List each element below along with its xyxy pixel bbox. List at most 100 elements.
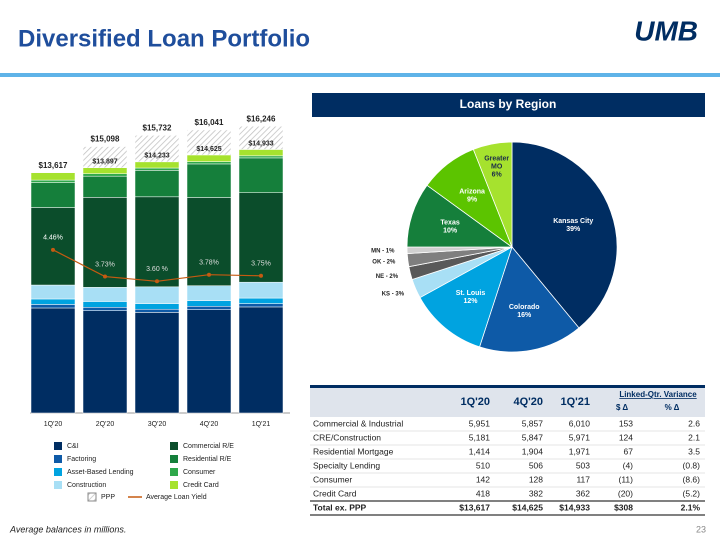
ex-ppp-label: $14,933 <box>248 140 273 147</box>
bar-segment <box>186 161 232 165</box>
pie-label: 10% <box>443 228 458 235</box>
table-cell: 506 <box>529 460 543 470</box>
table-cell: 2.1 <box>688 432 700 442</box>
bar-segment <box>238 126 284 150</box>
x-tick-label: 3Q'20 <box>148 421 167 428</box>
table-cell: Commercial & Industrial <box>313 418 403 428</box>
table-cell: 382 <box>529 488 543 498</box>
bar-segment <box>186 285 232 301</box>
pie-label: 39% <box>566 226 581 233</box>
pie-label: MN - 1% <box>371 248 395 254</box>
total-label: $16,041 <box>195 118 224 127</box>
footnote: Average balances in millions. <box>9 524 126 534</box>
bar-segment <box>134 312 180 414</box>
table-cell: 1,414 <box>469 446 491 456</box>
bar-segment <box>186 306 232 310</box>
line-label: 4.46% <box>43 235 63 242</box>
pie-title: Loans by Region <box>460 97 557 111</box>
line-point <box>259 273 263 278</box>
column-header: 1Q'20 <box>460 396 490 408</box>
bar-segment <box>238 297 284 304</box>
bar-segment <box>186 309 232 414</box>
table-cell: 3.5 <box>688 446 700 456</box>
table-cell: Credit Card <box>313 488 357 498</box>
group-header: Linked-Qtr. Variance <box>619 390 697 399</box>
pie-slice <box>511 141 618 329</box>
bar-segment <box>82 146 128 169</box>
pie-label: Kansas City <box>553 218 593 225</box>
bar-segment <box>238 192 284 283</box>
x-tick-label: 1Q'21 <box>252 421 271 428</box>
line-label: 3.75% <box>251 261 271 268</box>
bar-segment <box>186 197 232 286</box>
bar-segment <box>82 307 128 311</box>
pie-label: KS - 3% <box>382 291 405 297</box>
page-number: 23 <box>696 524 706 534</box>
pie-slice <box>419 246 513 348</box>
sub-header: % Δ <box>665 403 680 412</box>
legend-swatch <box>170 442 178 450</box>
legend-swatch <box>87 492 97 502</box>
line-point <box>155 279 159 284</box>
bar-segment <box>186 154 232 162</box>
bar-segment <box>238 281 284 299</box>
legend-label: Average Loan Yield <box>146 494 207 501</box>
bar-segment <box>186 163 232 198</box>
legend-swatch <box>54 442 62 450</box>
table-cell: 362 <box>576 488 590 498</box>
pie-label: Greater <box>484 155 509 162</box>
bar-segment <box>134 170 180 198</box>
pie-label: OK - 2% <box>372 259 396 265</box>
bar-segment <box>134 308 180 313</box>
ex-ppp-label: $13,897 <box>92 159 117 166</box>
table-header <box>310 385 705 417</box>
legend-swatch <box>54 468 62 476</box>
bar-segment <box>186 300 232 307</box>
bar-segment <box>30 284 76 300</box>
bar-segment <box>238 155 284 159</box>
bar-segment <box>134 167 180 171</box>
legend-label: Credit Card <box>183 482 219 489</box>
bar-segment <box>238 303 284 308</box>
bar-segment <box>134 286 180 304</box>
table-cell: $14,933 <box>559 502 590 512</box>
table-cell: 5,857 <box>522 418 544 428</box>
table-cell: 142 <box>476 474 490 484</box>
line-label: 3.60 % <box>146 266 168 273</box>
bar-segment <box>82 173 128 177</box>
table-cell: 5,971 <box>569 432 591 442</box>
legend-label: Construction <box>67 482 106 489</box>
table-cell: 153 <box>619 418 633 428</box>
bar-segment <box>30 207 76 286</box>
bar-segment <box>134 196 180 288</box>
bar-segment <box>238 149 284 157</box>
legend-label: Factoring <box>67 456 96 463</box>
pie-label: 12% <box>463 298 478 305</box>
total-label: $15,098 <box>91 135 120 144</box>
pie-slice <box>472 141 513 248</box>
table-cell: Specialty Lending <box>313 460 380 470</box>
table-cell: (5.2) <box>683 488 701 498</box>
line-label: 3.73% <box>95 261 115 268</box>
table-cell: (20) <box>618 488 633 498</box>
bar-segment <box>82 287 128 302</box>
bar-segment <box>82 175 128 198</box>
table-cell: (8.6) <box>683 474 701 484</box>
table-cell: 5,847 <box>522 432 544 442</box>
table-cell: Consumer <box>313 474 352 484</box>
bar-segment <box>134 135 180 163</box>
table-cell: (11) <box>619 474 634 484</box>
legend-swatch <box>170 468 178 476</box>
bar-segment <box>30 179 76 183</box>
table-cell: (4) <box>623 460 634 470</box>
logo: UMB <box>634 15 698 46</box>
legend-label: C&I <box>67 443 79 450</box>
legend-swatch <box>54 481 62 489</box>
legend-label: PPP <box>101 494 115 501</box>
table-cell: (0.8) <box>683 460 701 470</box>
pie-label: St. Louis <box>456 290 486 297</box>
line-point <box>103 274 107 279</box>
table-cell: 503 <box>576 460 590 470</box>
bar-segment <box>238 306 284 414</box>
table-cell: Residential Mortgage <box>313 446 394 456</box>
